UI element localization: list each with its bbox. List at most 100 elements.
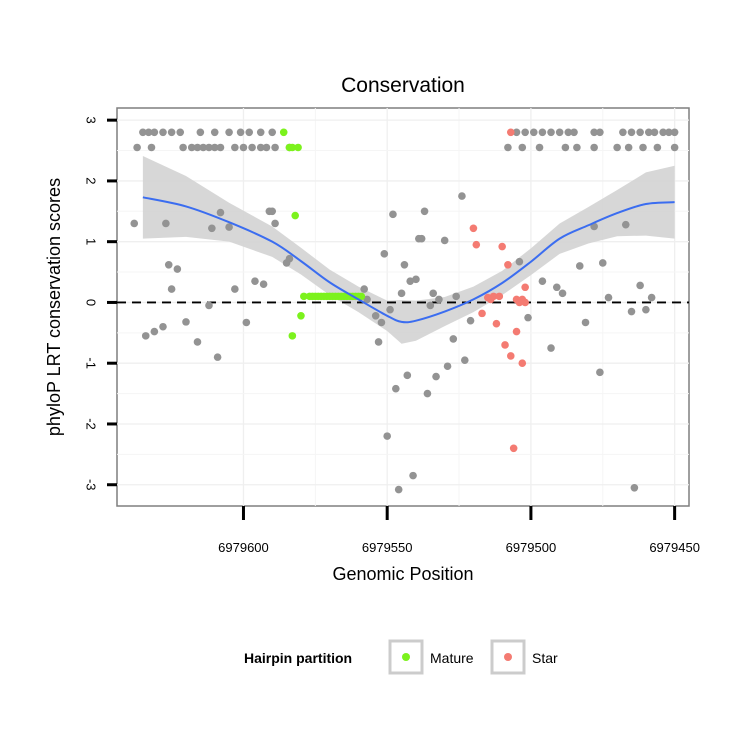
point-other [262, 143, 271, 152]
y-tick-label: 1 [84, 238, 99, 245]
point-other [271, 219, 279, 228]
point-other [271, 143, 279, 152]
point-star [498, 242, 506, 251]
point-other [627, 128, 636, 137]
point-other [596, 368, 604, 377]
point-other [268, 128, 277, 137]
point-other [133, 143, 141, 152]
point-other [285, 254, 294, 263]
point-other [179, 143, 187, 152]
point-other [581, 318, 590, 327]
point-other [389, 210, 397, 219]
point-other [460, 356, 469, 364]
point-other [630, 483, 639, 492]
point-star [509, 444, 518, 453]
y-tick-label: 0 [84, 299, 99, 306]
point-other [627, 307, 636, 316]
point-other [604, 293, 613, 302]
x-tick-label: 6979450 [649, 540, 700, 555]
point-other [159, 128, 167, 137]
legend-swatch-mature [402, 653, 410, 661]
point-star [472, 240, 481, 249]
point-other [644, 128, 653, 137]
point-other [535, 143, 544, 152]
point-other [225, 128, 233, 137]
point-other [435, 295, 443, 304]
point-other [665, 128, 673, 137]
point-star [469, 224, 478, 233]
point-other [205, 143, 213, 152]
point-other [167, 128, 176, 137]
point-other [420, 207, 429, 216]
point-other [561, 143, 570, 152]
point-other [259, 280, 268, 289]
point-other [231, 285, 239, 293]
point-other [377, 318, 386, 327]
point-other [575, 262, 584, 270]
point-other [164, 260, 173, 269]
confidence-band [142, 156, 675, 344]
x-tick-label: 6979600 [218, 540, 269, 555]
point-other [564, 128, 573, 137]
point-other [512, 128, 521, 137]
point-other [400, 260, 409, 269]
point-other [167, 285, 176, 293]
point-other [621, 220, 630, 229]
x-axis-label: Genomic Position [332, 564, 473, 584]
point-star [506, 128, 515, 137]
point-other [458, 192, 466, 200]
point-other [647, 293, 656, 302]
point-other [150, 327, 159, 336]
point-other [466, 316, 475, 325]
point-other [432, 372, 440, 381]
y-tick-label: -1 [84, 357, 99, 369]
point-other [538, 128, 547, 137]
point-other [423, 389, 432, 398]
point-other [639, 143, 647, 152]
point-other [613, 143, 621, 152]
point-other [205, 301, 213, 310]
point-other [144, 128, 153, 137]
point-other [141, 332, 150, 340]
point-other [670, 143, 679, 152]
point-other [386, 305, 394, 314]
point-other [547, 344, 555, 352]
point-other [256, 143, 265, 152]
point-other [670, 128, 679, 137]
legend: Hairpin partition Mature Star [244, 639, 558, 675]
point-other [440, 236, 449, 245]
point-mature [297, 312, 305, 320]
point-other [529, 128, 538, 137]
point-other [199, 143, 208, 152]
point-other [653, 143, 662, 152]
point-other [139, 128, 147, 137]
point-star [492, 319, 501, 328]
point-star [501, 341, 509, 349]
point-star [512, 327, 521, 336]
point-other [392, 384, 400, 393]
point-other [518, 143, 527, 152]
point-star [504, 260, 512, 269]
point-other [538, 277, 547, 285]
point-mature [291, 211, 300, 220]
point-other [570, 128, 578, 137]
point-star [506, 352, 515, 360]
point-other [380, 250, 389, 258]
point-other [624, 143, 633, 152]
point-mature [357, 292, 366, 301]
point-mature [300, 292, 308, 301]
point-other [590, 143, 598, 152]
point-other [374, 338, 383, 346]
point-other [216, 143, 225, 152]
point-other [256, 128, 265, 137]
point-star [486, 295, 495, 304]
point-other [515, 257, 524, 266]
point-other [196, 128, 205, 137]
point-other [443, 362, 452, 371]
smooth-line [142, 196, 675, 324]
y-axis-label: phyloP LRT conservation scores [44, 178, 64, 436]
confidence-band-layer [142, 156, 675, 344]
x-tick-label: 6979500 [506, 540, 557, 555]
point-other [162, 219, 170, 228]
